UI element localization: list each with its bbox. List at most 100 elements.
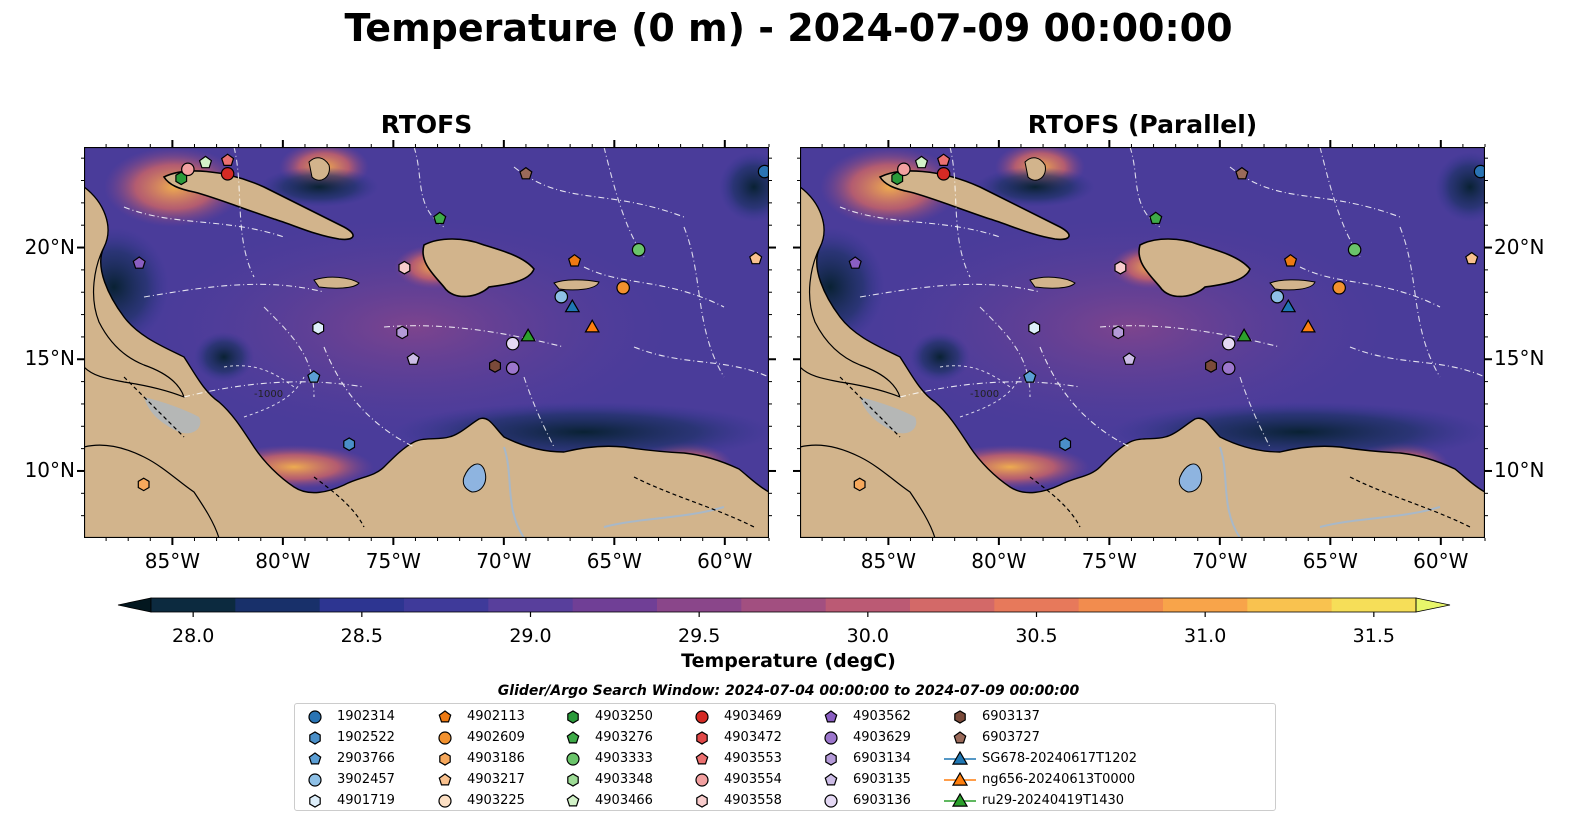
legend-label: SG678-20240617T1202 (982, 751, 1138, 766)
legend-marker (824, 794, 838, 808)
lat-tick-label: 10°N (1494, 457, 1545, 482)
lon-tick-label: 60°W (1413, 549, 1469, 573)
colorbar-tick-label: 30.5 (1015, 625, 1057, 647)
marker-6903135 (406, 352, 420, 365)
panel-title-rtofs-parallel: RTOFS (Parallel) (1027, 110, 1258, 139)
marker-1902522 (1059, 437, 1072, 452)
legend-marker-shape (824, 773, 838, 786)
colorbar-segment (572, 598, 658, 612)
legend-marker-shape (438, 794, 452, 808)
legend-marker-shape (309, 731, 321, 745)
legend-marker-shape (824, 731, 838, 745)
legend-marker-shape (951, 750, 969, 765)
colorbar-tick-label: 31.5 (1353, 625, 1395, 647)
marker-ru29-20240419T1430 (520, 328, 536, 342)
colorbar-segment (151, 598, 236, 612)
legend-marker (566, 794, 580, 807)
legend-label: 4903469 (724, 709, 782, 724)
legend-marker (695, 710, 709, 724)
marker-6903137 (1205, 359, 1217, 373)
legend-marker-shape (951, 792, 969, 807)
legend-marker (567, 773, 579, 787)
lon-tick-label: 80°W (255, 549, 311, 573)
legend-label: 4903562 (853, 709, 911, 724)
marker-4903562 (132, 256, 146, 269)
legend-label: 4903225 (467, 793, 525, 808)
legend-marker-shape (438, 731, 452, 745)
legend-label: 4903553 (724, 751, 782, 766)
marker-1902522 (343, 437, 356, 452)
legend-marker-shape (438, 773, 452, 786)
lat-tick-label: 10°N (24, 457, 75, 482)
colorbar-segment (825, 598, 911, 612)
marker-6903134 (1112, 325, 1125, 340)
panel-title-rtofs: RTOFS (380, 110, 473, 139)
legend-marker (439, 752, 451, 766)
legend-marker-shape (566, 752, 580, 766)
lon-tick-label: 70°W (476, 549, 532, 573)
colorbar-segment (1163, 598, 1248, 612)
legend-label: 6903136 (853, 793, 911, 808)
marker-ng656-20240613T0000 (1300, 318, 1316, 333)
marker-4903276 (433, 211, 447, 225)
map-panels: -1000 -1000 (77, 140, 1492, 545)
legend-marker-shape (567, 773, 579, 787)
legend-marker (953, 731, 967, 744)
legend-label: 6903134 (853, 751, 911, 766)
legend-label: 4903217 (467, 772, 525, 787)
legend-marker (695, 773, 709, 787)
legend-marker-shape (308, 710, 322, 724)
legend-label: 4901719 (337, 793, 395, 808)
legend-label: 4903333 (595, 751, 653, 766)
legend-marker (824, 710, 838, 723)
marker-6903727 (1235, 166, 1249, 180)
legend-label: 4903348 (595, 772, 653, 787)
marker-6903136 (505, 336, 520, 351)
contour-label: -1000 (254, 389, 283, 400)
lat-tick-label: 15°N (1494, 346, 1545, 371)
legend-marker-shape (695, 752, 709, 765)
legend-label: 1902314 (337, 709, 395, 724)
legend-label: 4903472 (724, 730, 782, 745)
marker-4903217 (1465, 251, 1479, 265)
legend-marker (308, 752, 322, 765)
colorbar-tick-label: 28.0 (172, 625, 214, 647)
lat-tick-label: 15°N (24, 346, 75, 371)
lon-tick-label: 60°W (697, 549, 753, 573)
lat-tick-label: 20°N (1494, 234, 1545, 259)
legend-label: ru29-20240419T1430 (982, 793, 1125, 808)
colorbar-tick-label: 29.5 (678, 625, 720, 647)
marker-4903554 (897, 162, 911, 177)
figure-title: Temperature (0 m) - 2024-07-09 00:00:00 (344, 6, 1233, 50)
colorbar-segment (1331, 598, 1417, 612)
legend-marker (309, 794, 321, 808)
marker-4902113 (1283, 253, 1298, 267)
axis-ticks (77, 140, 1492, 545)
legend-marker-shape (566, 731, 580, 744)
marker-2903766 (1023, 370, 1037, 383)
marker-4902113 (567, 253, 582, 267)
colorbar-tick-label: 29.0 (509, 625, 551, 647)
colorbar-label: Temperature (degC) (681, 650, 896, 672)
legend-label: 4903466 (595, 793, 653, 808)
marker-ng656-20240613T0000 (584, 318, 600, 333)
colorbar-segment (1078, 598, 1164, 612)
legend-marker-shape (824, 710, 838, 723)
marker-4903469 (936, 167, 951, 181)
legend-marker (954, 710, 966, 724)
legend-marker-shape (953, 731, 967, 744)
marker-4903629 (1221, 361, 1236, 375)
legend-marker-shape (308, 773, 322, 787)
colorbar-segment (404, 598, 489, 612)
search-window-caption: Glider/Argo Search Window: 2024-07-04 00… (497, 683, 1080, 699)
marker-6903134 (396, 325, 409, 340)
legend-marker-shape (695, 710, 709, 724)
legend-label: 4902609 (467, 730, 525, 745)
legend-label: 4903250 (595, 709, 653, 724)
legend-label: 4903186 (467, 751, 525, 766)
marker-2903766 (307, 370, 321, 383)
legend-marker-shape (954, 710, 966, 724)
marker-6903135 (1122, 352, 1136, 365)
marker-4903217 (749, 251, 763, 265)
marker-4903562 (848, 256, 862, 269)
